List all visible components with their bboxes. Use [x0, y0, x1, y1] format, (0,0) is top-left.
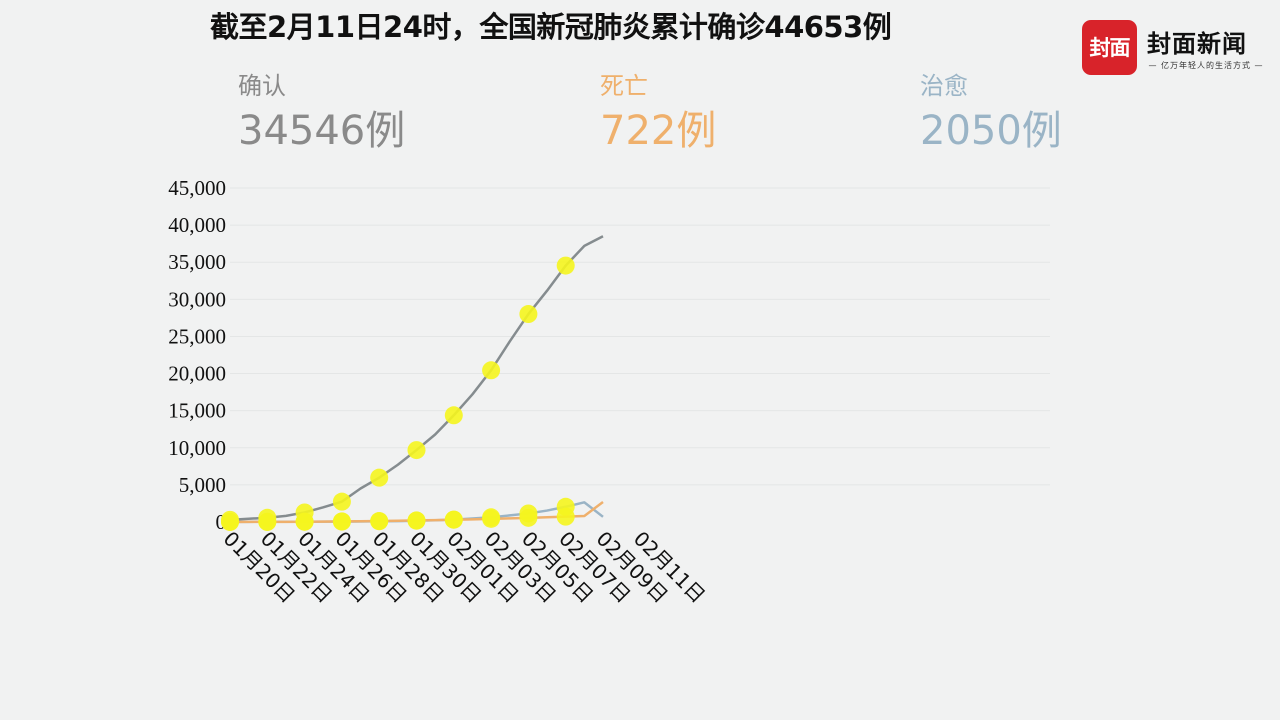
stat-deaths-label: 死亡	[600, 72, 648, 100]
y-tick-label: 30,000	[168, 287, 226, 311]
brand-logo: 封面 封面新闻 — 亿万年轻人的生活方式 —	[1082, 20, 1272, 76]
data-point-marker	[519, 508, 538, 527]
data-point-marker	[407, 441, 426, 460]
logo-name: 封面新闻	[1147, 29, 1247, 58]
data-point-marker	[482, 509, 501, 528]
data-point-marker	[332, 512, 351, 531]
data-point-marker	[556, 507, 575, 526]
y-tick-label: 15,000	[168, 399, 226, 423]
y-tick-label: 20,000	[168, 362, 226, 386]
data-point-marker	[332, 492, 351, 511]
data-point-marker	[221, 510, 239, 529]
data-point-marker	[482, 361, 501, 380]
data-point-marker	[258, 508, 277, 527]
data-point-marker	[444, 406, 463, 425]
y-tick-label: 0	[216, 510, 227, 534]
data-point-marker	[519, 305, 538, 324]
y-tick-label: 45,000	[168, 176, 226, 200]
y-tick-label: 35,000	[168, 250, 226, 274]
stat-confirmed-label: 确认	[238, 72, 286, 100]
series-line-0	[229, 235, 604, 522]
chart-title: 截至2月11日24时，全国新冠肺炎累计确诊44653例	[210, 10, 892, 44]
stat-confirmed-value: 34546例	[238, 108, 406, 154]
stat-deaths: 死亡 722例	[600, 66, 716, 156]
stat-recovered-label: 治愈	[920, 72, 968, 100]
y-tick-label: 40,000	[168, 213, 226, 237]
data-point-marker	[556, 256, 575, 275]
y-tick-label: 25,000	[168, 324, 226, 348]
data-point-marker	[407, 511, 426, 530]
data-point-marker	[370, 468, 389, 487]
logo-badge: 封面	[1082, 20, 1137, 75]
data-point-marker	[370, 512, 389, 531]
stat-recovered-value: 2050例	[920, 108, 1062, 154]
stat-recovered: 治愈 2050例	[920, 66, 1062, 156]
data-point-marker	[295, 503, 314, 522]
data-point-marker	[444, 510, 463, 529]
y-tick-label: 5,000	[179, 473, 226, 497]
stat-confirmed: 确认 34546例	[238, 66, 405, 156]
y-tick-label: 10,000	[168, 436, 226, 460]
stat-deaths-value: 722例	[600, 108, 717, 154]
logo-tagline: — 亿万年轻人的生活方式 —	[1148, 61, 1264, 70]
